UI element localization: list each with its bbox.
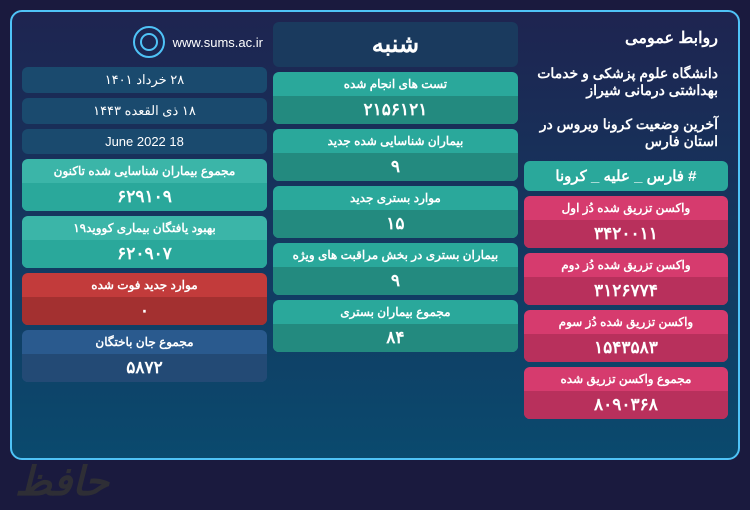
total-hosp-value: ۸۴ <box>273 324 518 352</box>
dose2-label: واکسن تزریق شده دُز دوم <box>524 253 728 277</box>
new-cases-value: ۹ <box>273 153 518 181</box>
icu-value: ۹ <box>273 267 518 295</box>
day-title: شنبه <box>273 22 518 67</box>
watermark: حافظ <box>15 459 109 505</box>
dose1-value: ۳۴۲۰۰۱۱ <box>524 220 728 248</box>
dose3-value: ۱۵۴۳۵۸۳ <box>524 334 728 362</box>
status-title: آخرین وضعیت کرونا ویروس در استان فارس <box>524 110 728 156</box>
new-deaths-value: ۰ <box>22 297 267 325</box>
recovered-value: ۶۲۰۹۰۷ <box>22 240 267 268</box>
university-name: دانشگاه علوم پزشکی و خدمات بهداشتی درمان… <box>524 59 728 105</box>
total-deaths-value: ۵۸۷۲ <box>22 354 267 382</box>
vaccine-total-value: ۸۰۹۰۳۶۸ <box>524 391 728 419</box>
vaccine-total-label: مجموع واکسن تزریق شده <box>524 367 728 391</box>
persian-date: ۲۸ خرداد ۱۴۰۱ <box>22 67 267 93</box>
icu-label: بیماران بستری در بخش مراقبت های ویژه <box>273 243 518 267</box>
tests-label: تست های انجام شده <box>273 72 518 96</box>
dose3-label: واکسن تزریق شده دُز سوم <box>524 310 728 334</box>
new-hosp-label: موارد بستری جدید <box>273 186 518 210</box>
gregorian-date: 18 June 2022 <box>22 129 267 154</box>
new-hosp-value: ۱۵ <box>273 210 518 238</box>
new-cases-label: بیماران شناسایی شده جدید <box>273 129 518 153</box>
hashtag: # فارس _ علیه _ کرونا <box>524 161 728 191</box>
tests-value: ۲۱۵۶۱۲۱ <box>273 96 518 124</box>
recovered-label: بهبود یافتگان بیماری کووید۱۹ <box>22 216 267 240</box>
total-deaths-label: مجموع جان باختگان <box>22 330 267 354</box>
logo-icon <box>133 26 165 58</box>
logo-section: www.sums.ac.ir <box>22 22 267 62</box>
new-deaths-label: موارد جدید فوت شده <box>22 273 267 297</box>
dose2-value: ۳۱۲۶۷۷۴ <box>524 277 728 305</box>
hijri-date: ۱۸ ذی القعده ۱۴۴۳ <box>22 98 267 124</box>
pr-title: روابط عمومی <box>524 22 728 54</box>
dose1-label: واکسن تزریق شده دُز اول <box>524 196 728 220</box>
total-cases-label: مجموع بیماران شناسایی شده تاکنون <box>22 159 267 183</box>
total-cases-value: ۶۲۹۱۰۹ <box>22 183 267 211</box>
website-url: www.sums.ac.ir <box>173 35 263 50</box>
total-hosp-label: مجموع بیماران بستری <box>273 300 518 324</box>
